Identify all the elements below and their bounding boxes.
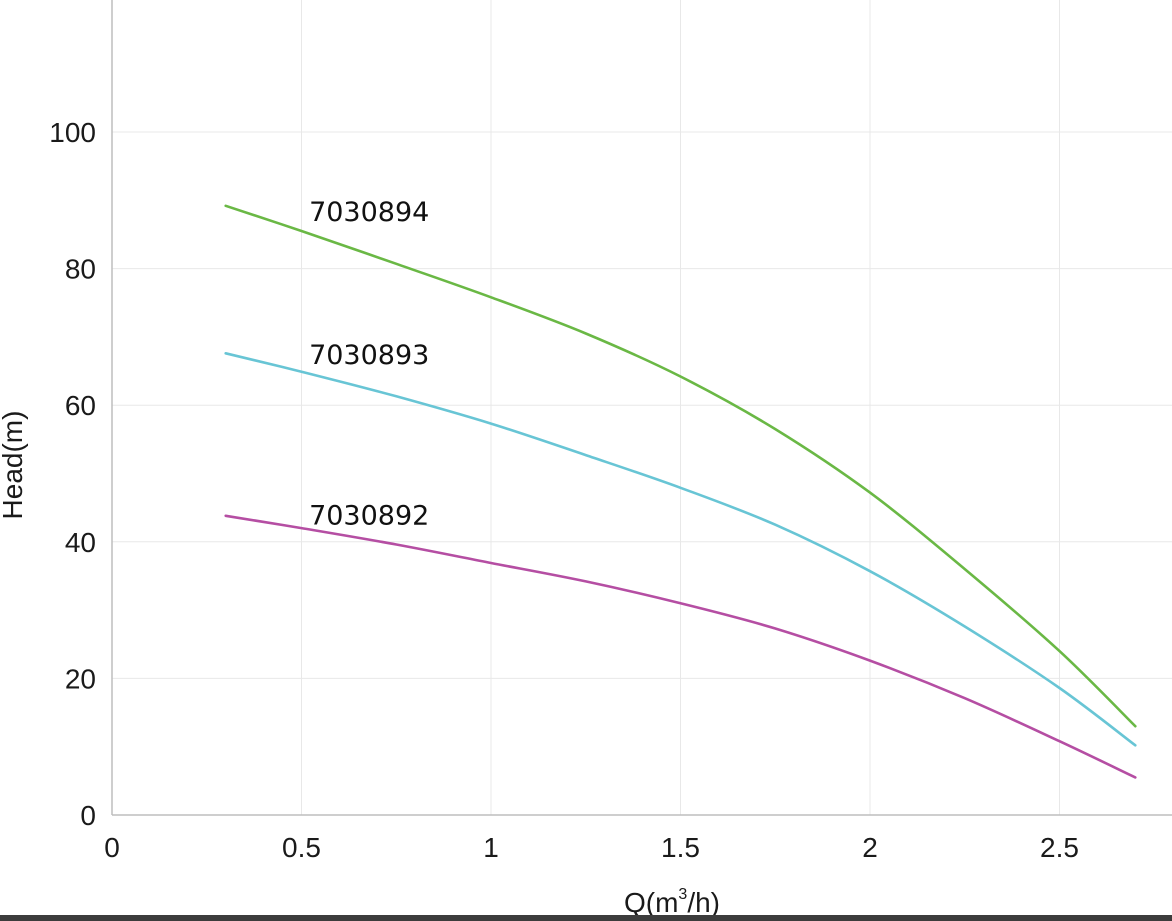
x-axis-title-main: Q(m [624, 887, 678, 918]
y-tick-label: 60 [65, 390, 96, 421]
y-tick-label: 40 [65, 527, 96, 558]
x-axis-title-superscript: 3 [678, 886, 687, 903]
axes [111, 0, 1172, 816]
series-label-7030892: 7030892 [309, 501, 429, 532]
series-line-7030894 [224, 204, 1137, 728]
y-tick-label: 100 [49, 117, 96, 148]
series-line-7030893 [224, 352, 1137, 747]
x-axis-title-tail: /h) [687, 887, 720, 918]
y-axis-title: Head(m) [0, 411, 28, 520]
series-label-7030893: 7030893 [309, 340, 429, 371]
x-tick-label: 0.5 [282, 832, 321, 863]
x-tick-label: 2 [862, 832, 878, 863]
x-tick-label: 2.5 [1040, 832, 1079, 863]
x-tick-labels: 0 0.5 1 1.5 2 2.5 [104, 832, 1079, 863]
series-line-7030892 [224, 514, 1137, 779]
grid [112, 0, 1172, 815]
series-label-7030894: 7030894 [309, 197, 429, 228]
x-axis-title: Q(m3/h) [624, 886, 720, 918]
series-labels: 7030894 7030893 7030892 [309, 197, 429, 532]
y-tick-label: 80 [65, 254, 96, 285]
y-tick-labels: 0 20 40 60 80 100 [49, 117, 96, 831]
x-tick-label: 0 [104, 832, 120, 863]
window-bottom-edge [0, 915, 1172, 921]
series-lines [224, 204, 1137, 779]
x-tick-label: 1.5 [661, 832, 700, 863]
y-tick-label: 20 [65, 663, 96, 694]
y-tick-label: 0 [80, 800, 96, 831]
x-tick-label: 1 [483, 832, 499, 863]
